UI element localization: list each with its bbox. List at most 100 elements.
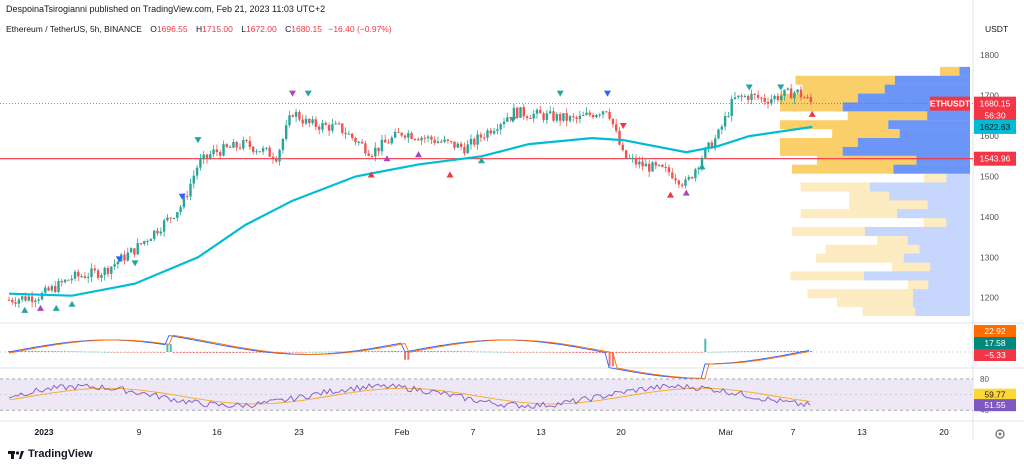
- support-tag-bg: [974, 151, 1016, 166]
- candle: [30, 296, 34, 302]
- macd-histogram-bar: [578, 352, 581, 353]
- macd-histogram-bar: [443, 351, 446, 352]
- volume-profile-bar: [862, 306, 916, 316]
- low-value: 1672.00: [246, 24, 277, 34]
- macd-histogram-bar: [486, 351, 489, 353]
- candle: [258, 151, 261, 153]
- moving-average-line: [8, 125, 813, 297]
- candle: [77, 271, 80, 277]
- macd-histogram-bar: [532, 352, 535, 353]
- volume-profile-bar: [832, 129, 900, 139]
- macd-histogram-bar: [126, 352, 129, 353]
- macd-histogram-bar: [539, 352, 542, 353]
- macd-histogram-bar: [311, 351, 314, 353]
- macd-histogram-bar: [555, 352, 558, 353]
- macd-histogram-bar: [638, 352, 641, 353]
- ma-tag-bg: [974, 119, 1016, 134]
- candle: [473, 138, 476, 145]
- macd-histogram-bar: [196, 352, 199, 354]
- candle: [17, 299, 21, 304]
- macd-histogram-bar: [248, 352, 251, 353]
- macd-histogram-bar: [387, 351, 390, 352]
- macd-histogram-bar: [229, 352, 232, 353]
- macd-histogram-bar: [334, 351, 337, 353]
- macd-histogram-bar: [182, 352, 185, 353]
- macd-histogram-bar: [575, 352, 578, 353]
- candle: [179, 207, 182, 213]
- signal-marker: [37, 304, 44, 311]
- macd-histogram-bar: [338, 351, 340, 353]
- macd-histogram-bar: [331, 351, 334, 353]
- macd-histogram-bar: [569, 352, 571, 353]
- volume-profile-bar: [863, 271, 970, 281]
- tradingview-logo-icon: [8, 449, 24, 459]
- settings-gear-icon[interactable]: [995, 429, 1005, 439]
- candle: [499, 124, 502, 130]
- macd-histogram-bar: [479, 351, 482, 353]
- candle: [370, 155, 374, 157]
- macd-histogram-bar: [582, 352, 585, 353]
- macd-histogram-bar: [664, 352, 667, 353]
- macd-histogram-bar: [83, 351, 86, 353]
- macd-histogram-bar: [258, 352, 261, 353]
- candle: [139, 243, 143, 245]
- macd-histogram-bar: [103, 351, 106, 353]
- candle: [780, 95, 783, 101]
- candle: [634, 157, 638, 165]
- macd-histogram-bar: [460, 351, 463, 352]
- volume-profile-bar: [795, 75, 895, 85]
- candle: [535, 109, 539, 114]
- candle: [664, 166, 667, 168]
- candle: [288, 115, 291, 126]
- macd-histogram-bar: [189, 352, 192, 353]
- macd-histogram-bar: [717, 351, 720, 353]
- candle: [390, 137, 393, 144]
- candle: [199, 159, 202, 168]
- candle: [565, 113, 568, 121]
- volume-profile-bar: [930, 262, 970, 272]
- x-tick-label: 2023: [35, 427, 54, 437]
- macd-histogram-bar: [526, 352, 529, 353]
- candle: [341, 123, 344, 133]
- candle: [318, 126, 321, 130]
- macd-histogram-bar: [64, 351, 67, 352]
- signal-marker: [604, 90, 611, 97]
- macd-histogram-bar: [615, 352, 618, 354]
- macd-histogram-bar: [199, 352, 202, 354]
- macd-histogram-bar: [605, 352, 608, 354]
- signal-marker: [777, 84, 785, 91]
- macd-histogram-bar: [730, 351, 733, 353]
- symbol-title: Ethereum / TetherUS, 5h, BINANCE: [6, 24, 142, 34]
- macd-histogram-bar: [611, 352, 614, 367]
- macd-histogram-bar: [654, 352, 657, 353]
- rsi-signal-tag: 59.77: [984, 390, 1006, 400]
- macd-histogram-bar: [651, 352, 654, 353]
- candle: [136, 243, 139, 255]
- macd-histogram-bar: [120, 352, 123, 353]
- y-tick-label: 1700: [980, 91, 999, 101]
- volume-profile-bar: [928, 280, 970, 290]
- macd-histogram-bar: [153, 352, 156, 353]
- macd-histogram-bar: [215, 352, 218, 354]
- macd-histogram-bar: [747, 351, 750, 352]
- macd-histogram-bar: [773, 351, 776, 352]
- candle: [615, 124, 618, 131]
- candle: [384, 139, 387, 143]
- volume-profile-bar: [857, 138, 970, 148]
- candle: [176, 212, 179, 218]
- candle: [450, 141, 453, 143]
- macd-histogram-bar: [522, 352, 525, 353]
- macd-histogram-bar: [796, 350, 799, 352]
- macd-histogram-bar: [661, 352, 664, 353]
- candle: [700, 157, 704, 168]
- macd-histogram-bar: [50, 351, 53, 352]
- candle: [252, 146, 255, 152]
- candle: [674, 178, 677, 181]
- candle: [671, 172, 674, 179]
- candle: [255, 151, 258, 153]
- macd-histogram-bar: [298, 352, 301, 353]
- candle: [763, 97, 766, 102]
- candle: [796, 89, 799, 93]
- volume-profile-bar: [780, 120, 889, 130]
